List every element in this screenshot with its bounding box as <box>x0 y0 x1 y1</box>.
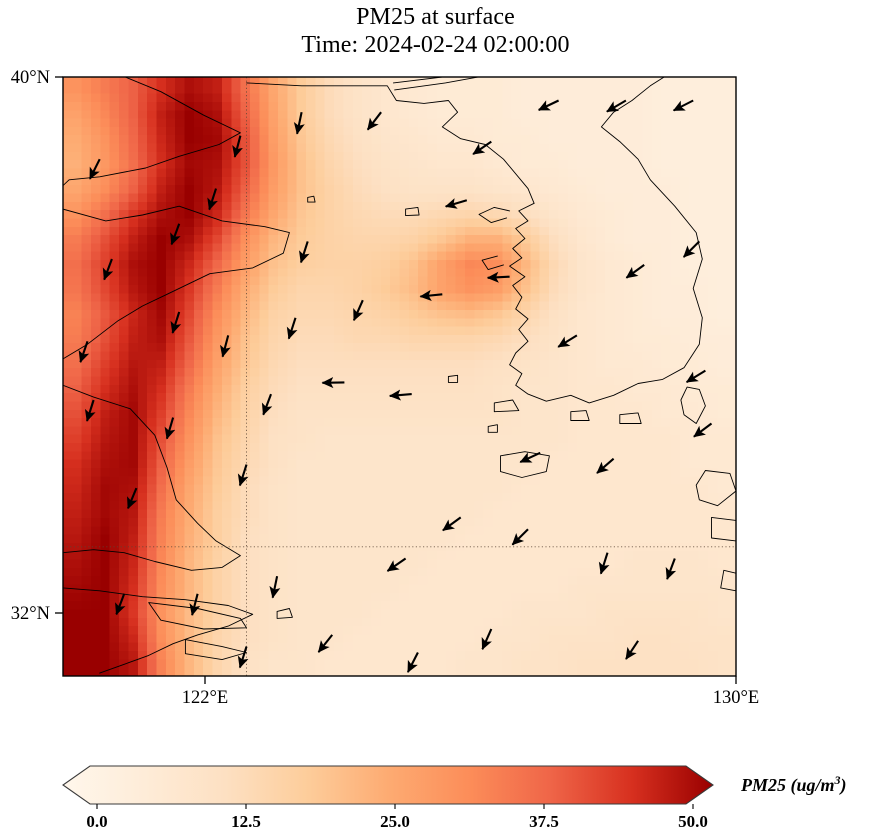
title-line-variable: PM25 at surface <box>356 4 515 30</box>
ytick-label-40n: 40°N <box>11 68 50 88</box>
colorbar-tick-label-2: 25.0 <box>380 812 410 831</box>
ytick-label-32n: 32°N <box>11 604 50 624</box>
xtick-label-122e: 122°E <box>182 688 228 708</box>
figure-title: PM25 at surface Time: 2024-02-24 02:00:0… <box>0 4 871 60</box>
axes-frame <box>62 76 737 677</box>
colorbar-swatch[interactable] <box>62 765 714 805</box>
title-line-time: Time: 2024-02-24 02:00:00 <box>301 31 570 58</box>
colorbar-tick-label-1: 12.5 <box>231 812 261 831</box>
colorbar[interactable]: 0.0 12.5 25.0 37.5 50.0 PM25 (ug/m3) <box>62 765 847 831</box>
colorbar-label: PM25 (ug/m3) <box>740 773 847 796</box>
colorbar-label-tail: ) <box>839 775 847 796</box>
coastline-layer <box>63 77 736 674</box>
wind-vector-layer <box>78 99 713 673</box>
colorbar-label-main: PM25 (ug/m <box>740 775 835 796</box>
heatmap-cells <box>63 77 736 676</box>
colorbar-tick-label-0: 0.0 <box>86 812 107 831</box>
gridline-layer <box>63 77 736 676</box>
colorbar-label-exponent: 3 <box>834 773 841 787</box>
xtick-label-130e: 130°E <box>713 688 759 708</box>
colorbar-tick-label-4: 50.0 <box>678 812 708 831</box>
axis-ticks <box>55 76 737 684</box>
pm25-raster <box>63 77 736 676</box>
colorbar-ticks <box>96 804 694 809</box>
colorbar-tick-label-3: 37.5 <box>529 812 559 831</box>
